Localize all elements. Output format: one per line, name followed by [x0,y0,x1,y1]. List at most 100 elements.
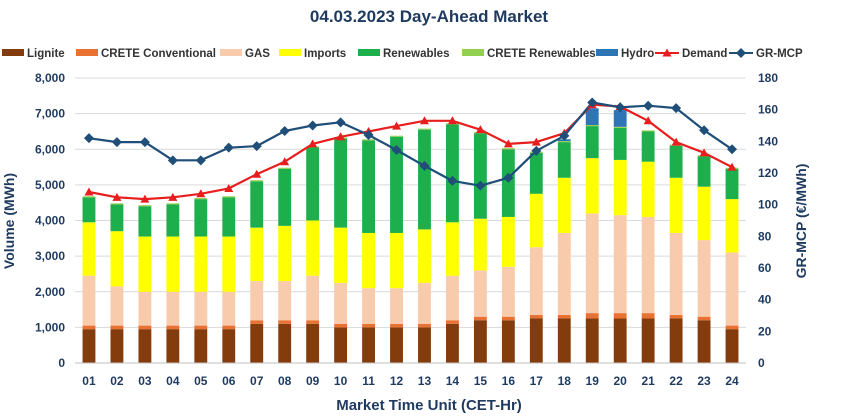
legend-label-crete-renewables: CRETE Renewables [487,48,596,60]
marker-gr-mcp [167,155,178,166]
bar-gas [138,291,152,326]
bar-gas [669,232,683,315]
bar-renewables [278,168,292,226]
bar-crete-conventional [669,314,683,319]
legend-swatch-crete-conventional [76,49,98,56]
bar-crete-renewables [501,148,515,150]
x-tick-label: 02 [110,374,124,388]
x-tick-label: 04 [166,374,180,388]
bar-lignite [362,327,375,363]
x-tick-label: 11 [362,374,375,388]
bar-crete-conventional [613,313,627,319]
bar-crete-conventional [362,323,375,328]
bar-lignite [390,327,403,363]
bar-crete-renewables [138,205,152,207]
bar-gas [194,291,208,326]
bar-imports [669,177,683,233]
bar-gas [501,266,515,317]
x-tick-label: 23 [697,374,711,388]
bar-renewables [166,204,180,237]
x-tick-label: 18 [558,374,572,388]
marker-gr-mcp [727,144,738,155]
bar-lignite [250,323,264,363]
x-tick-label: 20 [614,374,628,388]
bar-hydro [585,108,599,126]
bar-lignite [473,320,487,363]
marker-demand [308,139,318,148]
marker-gr-mcp [559,130,570,141]
bar-gas [362,288,375,324]
marker-gr-mcp [391,145,402,156]
legend-swatch-lignite [2,49,24,56]
bar-lignite [278,323,292,363]
legend-label-hydro: Hydro [621,48,654,60]
x-tick-label: 13 [418,374,432,388]
bar-lignite [110,329,124,363]
x-tick-label: 10 [334,374,348,388]
bar-imports [250,227,264,282]
bar-renewables [585,126,599,159]
x-tick-label: 15 [474,374,488,388]
x-tick-label: 07 [250,374,264,388]
bar-crete-conventional [278,320,292,324]
bar-lignite [557,318,571,363]
y2-tick-label: 60 [758,261,772,275]
x-tick-label: 01 [82,374,96,388]
marker-demand [643,116,653,125]
marker-demand [252,169,262,178]
marker-gr-mcp [447,175,458,186]
x-tick-label: 24 [725,374,739,388]
bar-imports [585,158,599,214]
bar-imports [166,236,180,292]
bar-gas [641,216,655,314]
y-tick-label: 8,000 [35,71,65,85]
bar-gas [166,291,180,326]
legend: Lignite CRETE Conventional GAS Imports Renew… [2,48,803,60]
bar-lignite [194,329,208,363]
bar-imports [194,236,208,292]
x-tick-label: 08 [278,374,292,388]
legend-swatch-renewables [358,49,380,56]
y-tick-label: 0 [58,356,65,370]
y2-axis-ticks: 0 20 40 60 80 100 120 140 160 180 [758,71,778,370]
bar-renewables [362,140,375,233]
bar-imports [222,236,236,292]
bar-crete-conventional [473,316,487,321]
bar-imports [473,218,487,271]
bar-imports [110,231,124,287]
marker-gr-mcp [279,126,290,137]
bar-crete-renewables [613,126,627,128]
bar-gas [306,275,320,321]
bar-gas [278,281,292,321]
bar-lignite [418,327,431,363]
bar-renewables [697,156,711,187]
legend-label-demand: Demand [682,48,727,60]
bar-imports [501,216,515,267]
bar-renewables [641,131,655,162]
chart-title: 04.03.2023 Day-Ahead Market [310,7,548,26]
x-axis-ticks: 01 02 03 04 05 06 07 08 09 10 11 12 13 14 15 16 17 18 19 20… [82,374,739,388]
bar-renewables [138,206,152,237]
bar-lignite [669,318,683,363]
bar-gas [418,282,431,324]
y-tick-label: 1,000 [35,320,65,334]
bar-renewables [557,142,571,178]
bar-crete-renewables [641,130,655,132]
marker-demand [531,137,541,146]
marker-gr-mcp [139,137,150,148]
marker-demand [392,121,402,130]
marker-demand [168,192,178,201]
marker-demand [727,162,737,171]
bar-imports [82,222,96,276]
x-tick-label: 05 [194,374,208,388]
marker-gr-mcp [587,97,598,108]
bar-crete-renewables [557,141,571,143]
bar-renewables [250,181,264,228]
bar-crete-renewables [222,196,236,198]
bar-crete-conventional [250,320,264,324]
bar-lignite [222,329,236,363]
bar-crete-conventional [166,325,180,330]
bar-crete-renewables [110,203,124,205]
bar-imports [362,232,375,289]
